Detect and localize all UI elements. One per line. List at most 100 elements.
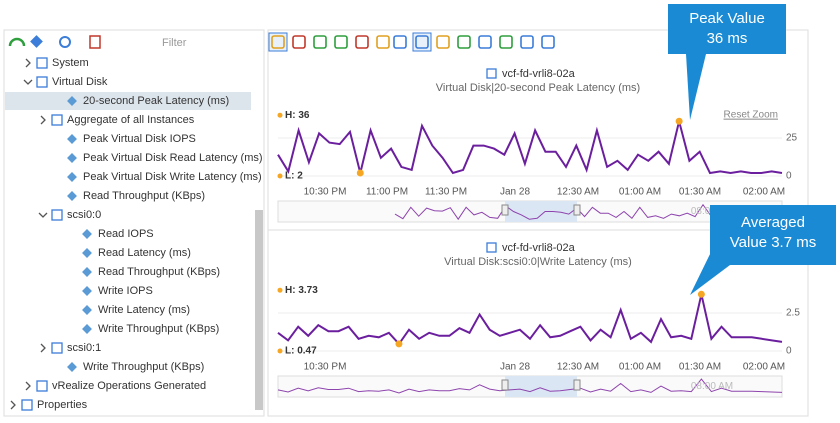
callout-box xyxy=(668,4,786,54)
icon[interactable] xyxy=(8,37,26,47)
navigator-handle[interactable] xyxy=(501,204,509,216)
reset-zoom[interactable]: Reset Zoom xyxy=(724,110,778,121)
toolbar-icon[interactable] xyxy=(376,35,390,49)
tree-item[interactable]: Peak Virtual Disk Read Latency (ms) xyxy=(83,152,263,164)
group-icon xyxy=(36,57,48,69)
scrollbar[interactable] xyxy=(255,210,263,410)
tree-item[interactable]: Write Throughput (KBps) xyxy=(83,361,204,373)
high-label: H: 36 xyxy=(285,110,310,121)
navigator-handle[interactable] xyxy=(573,204,581,216)
metric-icon xyxy=(82,229,92,239)
toolbar-icon[interactable] xyxy=(355,35,369,49)
tree-item[interactable]: Read Throughput (KBps) xyxy=(83,190,205,202)
high-marker xyxy=(697,290,705,298)
icon[interactable] xyxy=(30,35,43,48)
toolbar-icon[interactable] xyxy=(415,35,429,49)
tree-item[interactable]: vRealize Operations Generated xyxy=(52,380,206,392)
x-tick-label: Jan 28 xyxy=(500,187,530,198)
callout-pointer xyxy=(686,54,706,120)
x-tick-label: 01:00 AM xyxy=(619,187,661,198)
toolbar-icon[interactable] xyxy=(393,35,407,49)
expander[interactable] xyxy=(38,212,48,218)
toolbar-icon[interactable] xyxy=(313,35,327,49)
chart-icon xyxy=(486,68,497,79)
tree-item[interactable]: Read Throughput (KBps) xyxy=(98,266,220,278)
high-dot xyxy=(277,112,283,118)
tree-item[interactable]: Peak Virtual Disk IOPS xyxy=(83,133,196,145)
chart-title: vcf-fd-vrli8-02a xyxy=(502,68,576,80)
chart-icon xyxy=(486,242,497,253)
tree-item[interactable]: Write IOPS xyxy=(98,285,153,297)
series-line xyxy=(277,294,783,346)
chart-toolbar xyxy=(268,32,555,52)
navigator-line xyxy=(277,378,783,394)
callout-box xyxy=(710,205,836,265)
icon[interactable] xyxy=(89,35,101,49)
low-dot xyxy=(277,348,283,354)
y-tick-label: 0 xyxy=(786,346,792,357)
charts: vcf-fd-vrli8-02a Virtual Disk|20-second P… xyxy=(268,68,808,398)
navigator-label: 08:00 AM xyxy=(691,381,733,392)
x-tick-label: 12:30 AM xyxy=(557,187,599,198)
toolbar-icon[interactable] xyxy=(478,35,492,49)
tree-item[interactable]: Read Latency (ms) xyxy=(98,247,191,259)
filter-placeholder: Filter xyxy=(162,37,187,49)
tree-item[interactable]: Peak Virtual Disk Write Latency (ms) xyxy=(83,171,262,183)
group-icon xyxy=(51,209,63,221)
callout-text: Averaged xyxy=(741,214,805,231)
toolbar-icon[interactable] xyxy=(541,35,555,49)
chart-subtitle: Virtual Disk|20-second Peak Latency (ms) xyxy=(436,82,640,94)
y-tick-label: 2.5 xyxy=(786,308,800,319)
navigator-handle[interactable] xyxy=(501,379,509,391)
selected-row xyxy=(5,92,251,110)
callout-text: 36 ms xyxy=(707,30,748,47)
tree-item[interactable]: Aggregate of all Instances xyxy=(67,114,195,126)
x-tick-label: 11:00 PM xyxy=(366,187,408,198)
expander[interactable] xyxy=(10,400,16,410)
toolbar-icon[interactable] xyxy=(334,35,348,49)
x-tick-label: Jan 28 xyxy=(500,362,530,373)
toolbar-icon[interactable] xyxy=(520,35,534,49)
callout-text: Peak Value xyxy=(689,10,765,27)
tree-panel xyxy=(3,29,265,417)
expander[interactable] xyxy=(25,381,31,391)
toggle-border xyxy=(268,32,288,52)
tree-item[interactable]: scsi0:1 xyxy=(67,342,101,354)
toolbar-icon[interactable] xyxy=(499,35,513,49)
group-icon xyxy=(36,380,48,392)
icon[interactable] xyxy=(59,36,71,48)
group-icon xyxy=(51,342,63,354)
tree-item[interactable]: Read IOPS xyxy=(98,228,154,240)
expander[interactable] xyxy=(40,343,46,353)
x-tick-label: 02:00 AM xyxy=(743,187,785,198)
toolbar-icon[interactable] xyxy=(271,35,285,49)
tree-item[interactable]: System xyxy=(52,57,89,69)
toolbar-icon[interactable] xyxy=(457,35,471,49)
chart-subtitle: Virtual Disk:scsi0:0|Write Latency (ms) xyxy=(444,256,632,268)
x-tick-label: 10:30 PM xyxy=(304,362,347,373)
tree-item[interactable]: Virtual Disk xyxy=(52,76,108,88)
expander[interactable] xyxy=(25,58,31,68)
chart-title: vcf-fd-vrli8-02a xyxy=(502,242,576,254)
tree-item[interactable]: Write Throughput (KBps) xyxy=(98,323,219,335)
tree-item[interactable]: Write Latency (ms) xyxy=(98,304,190,316)
navigator-window[interactable] xyxy=(505,376,577,397)
y-tick-label: 25 xyxy=(786,133,798,144)
toolbar-icon[interactable] xyxy=(292,35,306,49)
callouts: Peak Value 36 ms Averaged Value 3.7 ms xyxy=(668,4,836,295)
tree: System Virtual Disk 20-second Peak Latency… xyxy=(5,57,263,411)
navigator-window[interactable] xyxy=(505,201,577,222)
tree-item[interactable]: Properties xyxy=(37,399,88,411)
tree-item[interactable]: scsi0:0 xyxy=(67,209,101,221)
expander[interactable] xyxy=(23,79,33,85)
metric-icon xyxy=(67,191,77,201)
tree-item[interactable]: 20-second Peak Latency (ms) xyxy=(83,95,229,107)
expander[interactable] xyxy=(40,115,46,125)
high-marker xyxy=(675,117,683,125)
group-icon xyxy=(21,399,33,411)
navigator-handle[interactable] xyxy=(573,379,581,391)
filter-input[interactable] xyxy=(146,33,254,51)
toolbar-icon[interactable] xyxy=(436,35,450,49)
metric-icon xyxy=(67,134,77,144)
